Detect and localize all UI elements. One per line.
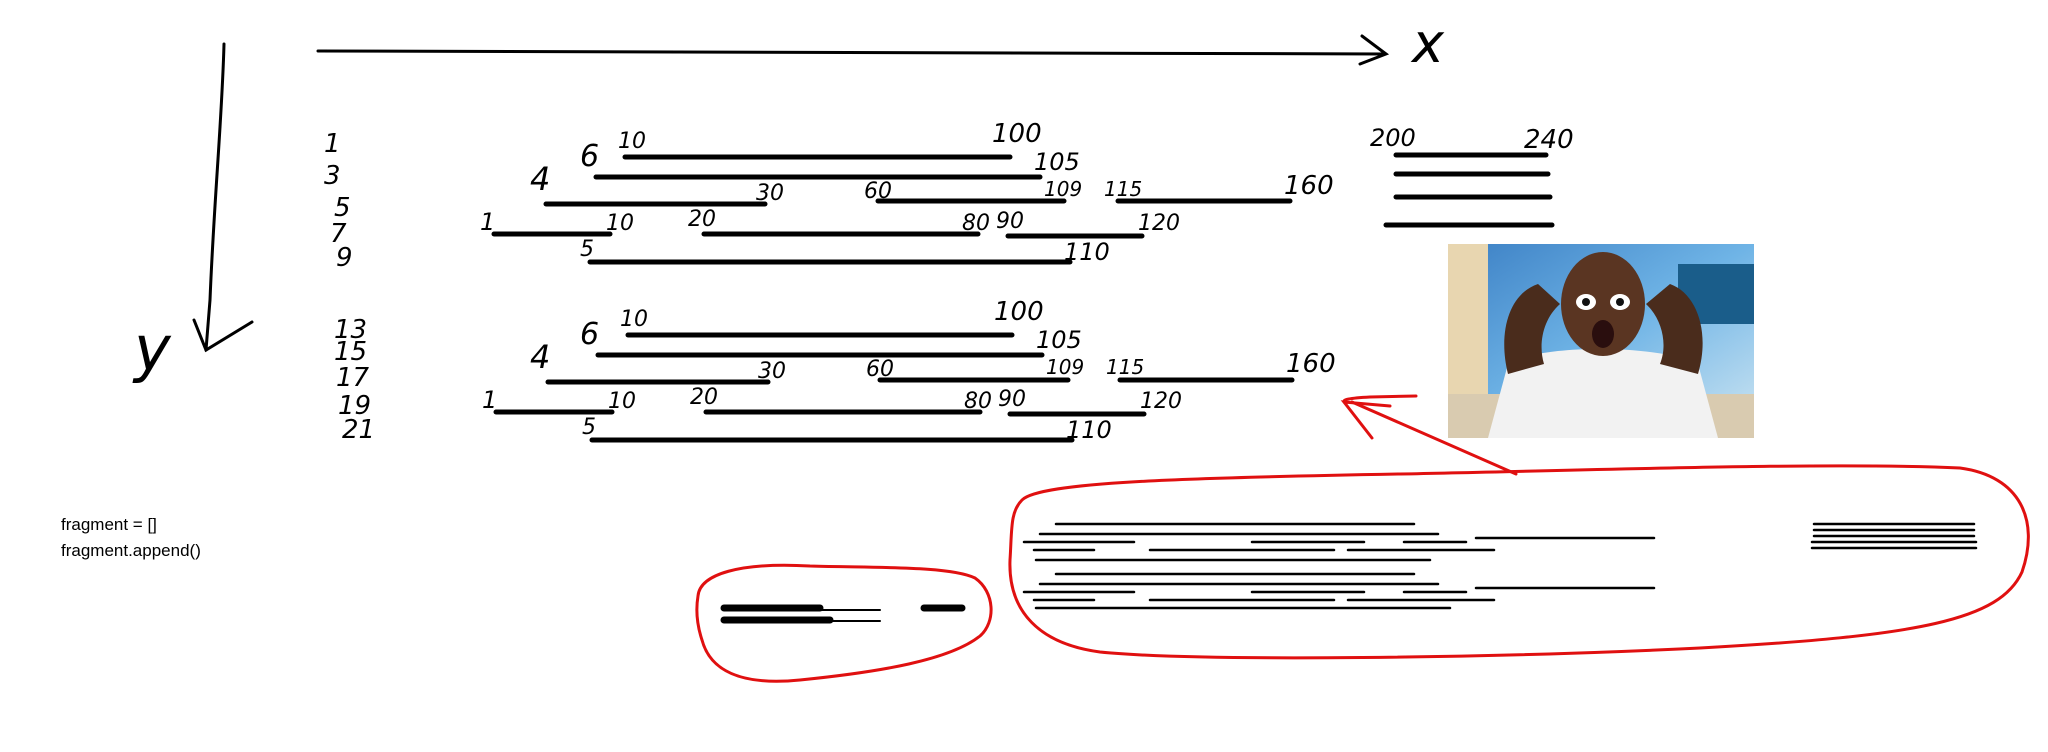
segment-label: 109	[1046, 355, 1084, 379]
segment-label: 100	[994, 297, 1044, 327]
red-arrow-line	[1350, 400, 1518, 476]
segment-label: 30	[756, 181, 784, 206]
row-labels: 1 3 5 7 9	[324, 129, 353, 273]
row-label: 5	[334, 193, 351, 223]
side-label: 4	[530, 160, 550, 198]
y-axis-arrowhead	[192, 318, 254, 353]
segment-label: 10	[606, 211, 634, 236]
segment-label: 90	[998, 387, 1026, 412]
row-labels: 13 15 17 19 21	[334, 315, 375, 445]
red-bubble-large	[1008, 464, 2030, 660]
segment-label: 80	[962, 211, 990, 236]
row-label: 17	[336, 363, 370, 393]
row-label: 19	[338, 391, 371, 421]
segments	[491, 154, 1293, 265]
segment-label: 10	[618, 129, 646, 154]
segment-label: 1	[480, 208, 495, 236]
segment-label: 110	[1066, 416, 1112, 444]
red-outline	[695, 563, 993, 683]
code-note: fragment = [] fragment.append()	[61, 512, 201, 564]
segment-label: 1	[482, 386, 497, 414]
segment-label: 30	[758, 359, 786, 384]
x-axis-line	[316, 49, 1387, 56]
red-arrow-tail	[1342, 394, 1418, 404]
segment-group-upper: 1 3 5 7 9 4 6 10 100 105 30 60 109 115	[324, 119, 1334, 273]
segment-label: 160	[1284, 171, 1334, 201]
mini-segments	[1022, 522, 1978, 610]
segments	[493, 332, 1295, 443]
segment-label: 20	[690, 385, 718, 410]
x-axis-label: x	[1410, 12, 1445, 75]
row-label: 1	[324, 129, 341, 159]
segment-label: 105	[1034, 148, 1080, 176]
segment-label: 90	[996, 209, 1024, 234]
segment-group-lower: 13 15 17 19 21 4 6 10 100 105 30 60 109 …	[334, 297, 1336, 445]
y-axis	[192, 42, 254, 353]
segment-label: 20	[688, 207, 716, 232]
row-label: 21	[342, 415, 375, 445]
side-label: 4	[530, 338, 550, 376]
red-outline	[1008, 464, 2030, 660]
code-line: fragment.append()	[61, 541, 201, 560]
segment-label: 160	[1286, 349, 1336, 379]
segment-label: 115	[1104, 177, 1142, 201]
x-axis	[316, 34, 1390, 66]
segment-label: 60	[866, 357, 894, 382]
segment-labels: 10 100 105 30 60 109 115 160 1 10 20 80 …	[480, 119, 1334, 266]
row-label: 13	[334, 315, 367, 345]
segment-label: 100	[992, 119, 1042, 149]
segment-label: 240	[1524, 125, 1574, 155]
red-arrow-head	[1340, 400, 1392, 440]
segment-label: 10	[608, 389, 636, 414]
segment-label: 109	[1044, 177, 1082, 201]
segment-label: 120	[1140, 389, 1182, 414]
y-axis-line	[204, 42, 226, 352]
segment-label: 10	[620, 307, 648, 332]
segment-group-right: 200 240	[1370, 124, 1574, 228]
red-arrow	[1340, 394, 1518, 476]
segment-labels: 10 100 105 30 60 109 115 160 1 10 20 80 …	[482, 297, 1336, 444]
code-line: fragment = []	[61, 515, 157, 534]
side-label: 6	[580, 139, 599, 174]
row-label: 15	[334, 337, 367, 367]
y-axis-label: y	[132, 312, 172, 385]
segment-label: 110	[1064, 238, 1110, 266]
x-axis-arrowhead	[1358, 34, 1390, 66]
side-label: 6	[580, 317, 599, 352]
segment-label: 5	[582, 415, 596, 440]
mini-segments	[720, 604, 966, 624]
segment-label: 80	[964, 389, 992, 414]
shocked-man-photo	[1448, 244, 1754, 438]
segment-label: 120	[1138, 211, 1180, 236]
row-label: 7	[330, 219, 347, 249]
row-label: 9	[336, 243, 353, 273]
segment-label: 115	[1106, 355, 1144, 379]
red-bubble-small	[695, 563, 993, 683]
segment-label: 105	[1036, 326, 1082, 354]
segment-label: 200	[1370, 124, 1416, 152]
segment-label: 5	[580, 237, 594, 262]
row-label: 3	[324, 161, 341, 191]
segment-label: 60	[864, 179, 892, 204]
